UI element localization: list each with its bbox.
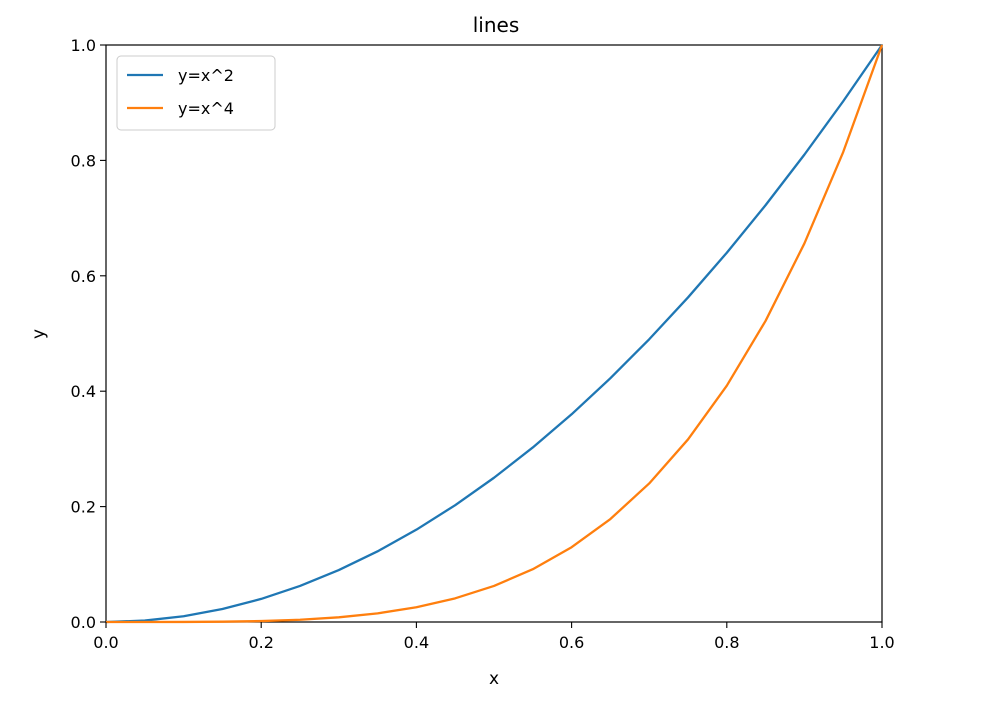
series-line-x2 [105, 44, 883, 624]
y-tick-label: 0.2 [71, 498, 96, 517]
x-tick-label: 0.4 [404, 633, 429, 652]
legend-label-x4: y=x^4 [178, 99, 234, 118]
series-layer [105, 44, 884, 624]
plot-area [105, 44, 883, 623]
y-tick-label: 0.0 [71, 613, 96, 632]
legend-label-x2: y=x^2 [178, 66, 234, 85]
x-tick-label: 1.0 [869, 633, 894, 652]
series-line-x4 [106, 44, 884, 624]
x-axis-label: x [489, 669, 499, 689]
y-tick-label: 0.4 [71, 382, 96, 401]
y-tick-label: 0.6 [71, 267, 96, 286]
chart-title: lines [473, 13, 520, 37]
x-axis-ticks: 0.0 0.2 0.4 0.6 0.8 1.0 [93, 622, 895, 652]
x-tick-label: 0.0 [93, 633, 118, 652]
x-tick-label: 0.8 [714, 633, 739, 652]
x-tick-label: 0.6 [559, 633, 584, 652]
x-tick-label: 0.2 [248, 633, 273, 652]
legend: y=x^2 y=x^4 [116, 55, 276, 131]
y-axis-ticks: 0.0 0.2 0.4 0.6 0.8 1.0 [71, 36, 106, 632]
y-tick-label: 1.0 [71, 36, 96, 55]
plot-frame [105, 44, 883, 623]
y-axis-label: y [29, 329, 49, 339]
y-tick-label: 0.8 [71, 151, 96, 170]
